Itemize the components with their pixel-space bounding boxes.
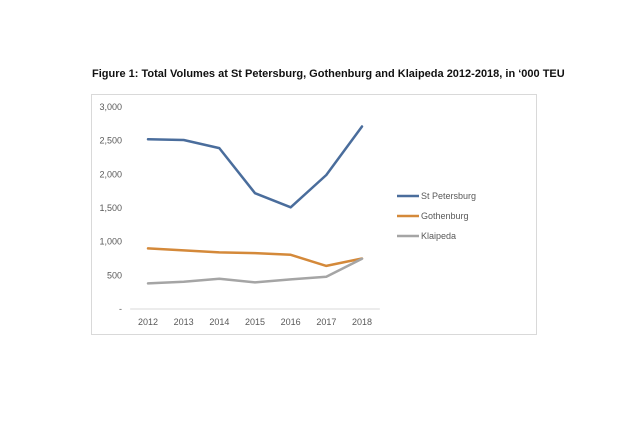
x-tick-label: 2012 — [138, 317, 158, 327]
x-tick-label: 2013 — [174, 317, 194, 327]
series-line-klaipeda — [146, 257, 364, 285]
chart-frame — [91, 94, 537, 335]
x-tick-label: 2018 — [352, 317, 372, 327]
chart-title: Figure 1: Total Volumes at St Petersburg… — [92, 68, 565, 80]
legend-label-st-petersburg: St Petersburg — [421, 191, 476, 201]
series-lines — [146, 125, 364, 285]
legend: St Petersburg Gothenburg Klaipeda — [397, 191, 476, 241]
series-line-st-petersburg — [146, 125, 364, 209]
x-tick-label: 2016 — [281, 317, 301, 327]
x-tick-label: 2015 — [245, 317, 265, 327]
x-tick-label: 2014 — [209, 317, 229, 327]
x-tick-label: 2017 — [316, 317, 336, 327]
y-tick-label: 1,500 — [99, 203, 122, 213]
y-tick-label: - — [119, 304, 122, 314]
y-tick-label: 1,000 — [99, 237, 122, 247]
y-tick-label: 2,000 — [99, 169, 122, 179]
legend-label-gothenburg: Gothenburg — [421, 211, 469, 221]
legend-label-klaipeda: Klaipeda — [421, 231, 456, 241]
y-axis-labels: - 500 1,000 1,500 2,000 2,500 3,000 — [99, 102, 122, 314]
y-tick-label: 500 — [107, 270, 122, 280]
y-tick-label: 3,000 — [99, 102, 122, 112]
x-axis-labels: 2012 2013 2014 2015 2016 2017 2018 — [138, 317, 372, 327]
series-line-gothenburg — [146, 247, 364, 268]
y-tick-label: 2,500 — [99, 136, 122, 146]
